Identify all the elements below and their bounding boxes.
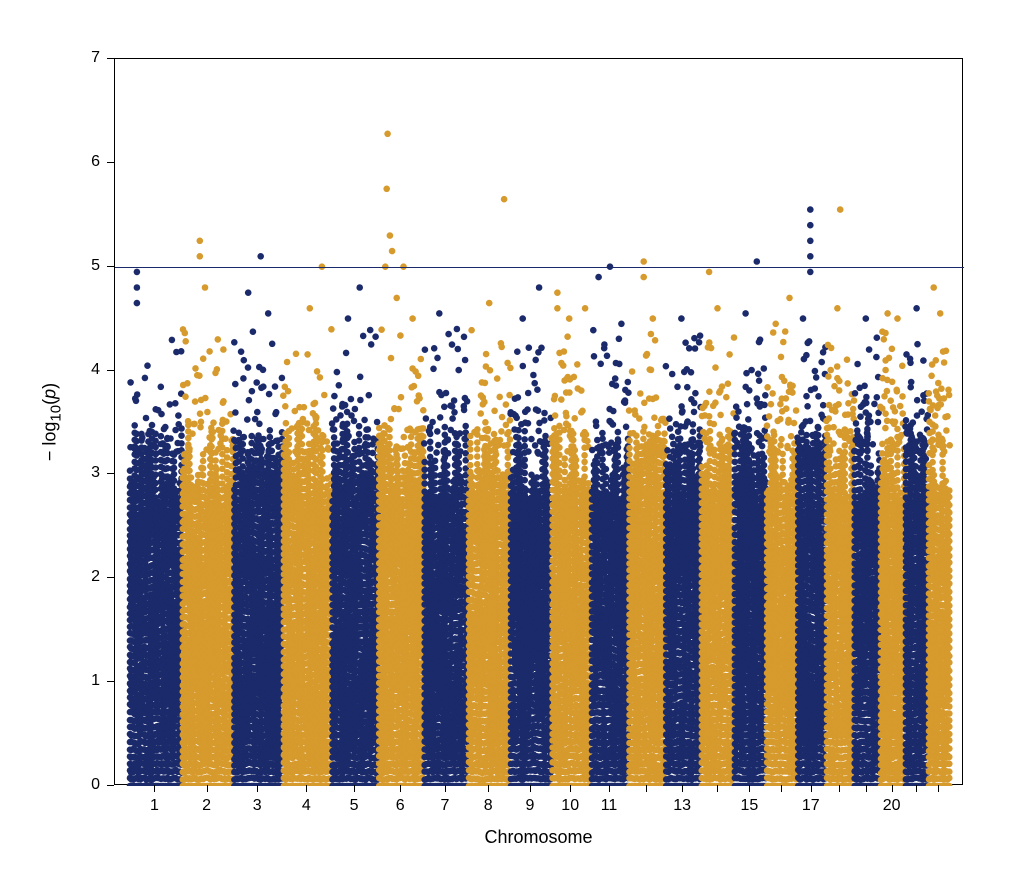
x-tick-label: 4	[302, 797, 311, 815]
significance-threshold-line	[115, 267, 964, 268]
x-tick-label: 1	[150, 797, 159, 815]
y-tick-label: 5	[80, 257, 100, 275]
x-tick-label: 9	[525, 797, 534, 815]
x-axis-label: Chromosome	[484, 827, 592, 848]
x-tick-label: 10	[561, 797, 579, 815]
y-tick-label: 3	[80, 464, 100, 482]
y-axis-label: − log10(p)	[40, 382, 65, 460]
x-tick-label: 7	[440, 797, 449, 815]
x-tick-label: 8	[484, 797, 493, 815]
x-tick-label: 3	[253, 797, 262, 815]
x-tick-label: 13	[673, 797, 691, 815]
y-tick-label: 2	[80, 568, 100, 586]
scatter-points	[115, 59, 964, 786]
plot-area	[114, 58, 963, 785]
y-tick-label: 0	[80, 776, 100, 794]
y-tick-label: 7	[80, 49, 100, 67]
manhattan-plot: 0 1 2 3 4 5 6 7 1 2 3 4 5 6 7 8 9 10 11 13 15 17 20 − log10(p…	[0, 0, 1020, 895]
x-tick-label: 15	[740, 797, 758, 815]
x-tick-label: 5	[350, 797, 359, 815]
x-tick-label: 2	[202, 797, 211, 815]
x-tick-label: 17	[802, 797, 820, 815]
x-tick-label: 11	[601, 797, 618, 815]
y-tick-label: 1	[80, 672, 100, 690]
x-tick-label: 20	[883, 797, 901, 815]
y-tick-label: 6	[80, 153, 100, 171]
y-tick-label: 4	[80, 361, 100, 379]
x-tick-label: 6	[396, 797, 405, 815]
